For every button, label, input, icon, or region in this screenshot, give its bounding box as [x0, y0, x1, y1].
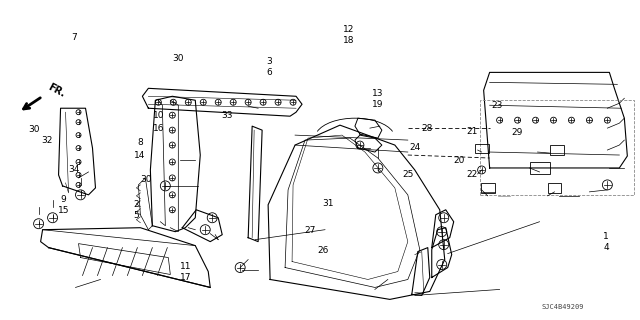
Text: 2: 2	[133, 200, 139, 209]
Bar	[479, 100, 634, 195]
Text: 22: 22	[467, 170, 477, 179]
Text: 12: 12	[343, 25, 355, 34]
Bar	[547, 183, 561, 193]
Text: FR.: FR.	[47, 82, 67, 99]
Text: 28: 28	[422, 124, 433, 132]
Text: 9: 9	[60, 195, 66, 204]
Text: 7: 7	[71, 33, 77, 42]
Text: 24: 24	[409, 143, 420, 152]
Text: 31: 31	[322, 198, 333, 207]
Text: 34: 34	[68, 165, 80, 174]
Text: 23: 23	[492, 101, 503, 110]
Bar	[529, 162, 550, 174]
Text: 26: 26	[317, 246, 329, 255]
Text: 20: 20	[454, 156, 465, 164]
Text: 29: 29	[511, 128, 522, 137]
Text: 6: 6	[266, 68, 272, 77]
Text: 32: 32	[41, 136, 52, 145]
Text: 33: 33	[221, 111, 233, 120]
Text: 13: 13	[372, 89, 383, 98]
Text: 4: 4	[604, 243, 609, 252]
Text: 16: 16	[154, 124, 165, 132]
Text: 30: 30	[28, 125, 40, 134]
Bar	[550, 145, 564, 155]
Text: 14: 14	[134, 151, 145, 160]
Text: 8: 8	[137, 138, 143, 147]
Text: 21: 21	[467, 127, 477, 136]
Text: 3: 3	[266, 57, 272, 66]
Bar	[475, 144, 488, 153]
Text: 11: 11	[180, 262, 191, 271]
Text: 5: 5	[133, 211, 139, 220]
Text: 19: 19	[372, 100, 383, 109]
Bar	[481, 183, 495, 193]
Text: 1: 1	[604, 232, 609, 241]
Text: SJC4B49209: SJC4B49209	[541, 304, 584, 309]
Text: 17: 17	[180, 273, 191, 282]
Text: 30: 30	[172, 53, 184, 62]
Text: 30: 30	[141, 175, 152, 184]
Text: 10: 10	[154, 111, 165, 120]
Text: 15: 15	[58, 206, 69, 215]
Text: 27: 27	[305, 226, 316, 235]
Text: 18: 18	[343, 36, 355, 45]
Text: 25: 25	[403, 170, 414, 179]
